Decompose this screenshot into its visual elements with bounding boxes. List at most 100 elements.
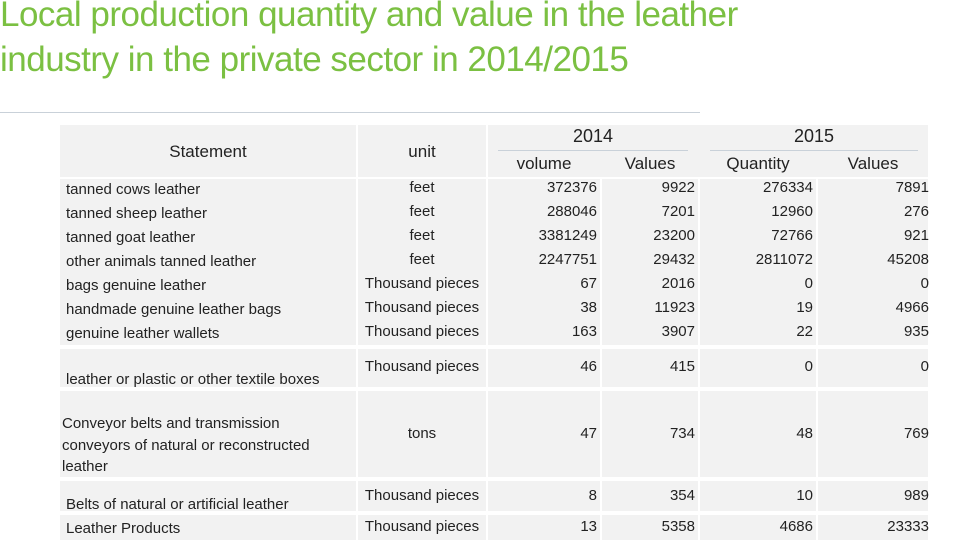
body-block-unit xyxy=(358,179,486,345)
row-shade xyxy=(700,349,816,387)
header-cell-unit xyxy=(358,125,486,177)
header-year-2015: 2015 xyxy=(793,126,835,146)
page-title: Local production quantity and value in t… xyxy=(0,0,738,79)
row-values-2014: 2016 xyxy=(661,275,695,292)
row-unit: Thousand pieces xyxy=(364,358,480,375)
row-values-2015: 7891 xyxy=(895,179,929,196)
row-shade xyxy=(818,515,928,540)
row-values-2014: 734 xyxy=(669,425,695,442)
row-volume-2014: 3381249 xyxy=(538,227,597,244)
row-quantity-2015: 10 xyxy=(796,487,813,504)
row-statement: tanned cows leather xyxy=(66,181,201,198)
header-quantity-2015: Quantity xyxy=(726,154,790,173)
row-volume-2014: 8 xyxy=(588,487,597,504)
row-values-2015: 23333 xyxy=(887,518,929,535)
row-statement: Leather Products xyxy=(66,520,181,537)
row-volume-2014: 372376 xyxy=(546,179,597,196)
row-shade xyxy=(602,391,698,477)
row-shade xyxy=(358,481,486,511)
row-quantity-2015: 48 xyxy=(796,425,813,442)
row-quantity-2015: 0 xyxy=(804,358,813,375)
row-volume-2014: 13 xyxy=(580,518,597,535)
row-shade xyxy=(700,515,816,540)
row-unit: feet xyxy=(409,227,435,244)
row-values-2014: 23200 xyxy=(653,227,695,244)
body-block-statement xyxy=(60,179,356,345)
header-volume-2014: volume xyxy=(516,154,572,173)
row-shade xyxy=(818,391,928,477)
row-statement: Conveyor belts and transmission conveyor… xyxy=(62,415,310,475)
row-unit: Thousand pieces xyxy=(364,323,480,340)
header-year-2014: 2014 xyxy=(572,126,614,146)
row-shade xyxy=(60,391,356,477)
row-shade xyxy=(60,349,356,387)
row-values-2015: 276 xyxy=(903,203,929,220)
row-volume-2014: 2247751 xyxy=(538,251,597,268)
title-divider xyxy=(0,112,700,113)
row-quantity-2015: 0 xyxy=(804,275,813,292)
row-unit: feet xyxy=(409,179,435,196)
row-values-2015: 989 xyxy=(903,487,929,504)
row-statement: bags genuine leather xyxy=(66,277,207,294)
row-shade xyxy=(488,391,600,477)
row-shade xyxy=(358,391,486,477)
row-statement: tanned sheep leather xyxy=(66,205,207,222)
row-values-2015: 45208 xyxy=(887,251,929,268)
row-quantity-2015: 22 xyxy=(796,323,813,340)
row-shade xyxy=(488,349,600,387)
row-values-2014: 7201 xyxy=(661,203,695,220)
row-statement: tanned goat leather xyxy=(66,229,196,246)
header-cell-statement xyxy=(60,125,356,177)
body-block-2014-values xyxy=(602,179,698,345)
row-values-2015: 935 xyxy=(903,323,929,340)
row-values-2014: 354 xyxy=(669,487,695,504)
row-values-2014: 415 xyxy=(669,358,695,375)
row-values-2015: 921 xyxy=(903,227,929,244)
row-quantity-2015: 72766 xyxy=(771,227,813,244)
row-values-2015: 4966 xyxy=(895,299,929,316)
row-values-2014: 3907 xyxy=(661,323,695,340)
year-2015-underline xyxy=(710,150,918,151)
row-volume-2014: 288046 xyxy=(546,203,597,220)
header-statement: Statement xyxy=(169,142,247,161)
row-shade xyxy=(60,481,356,511)
row-values-2015: 0 xyxy=(920,275,929,292)
year-2014-underline xyxy=(498,150,688,151)
row-values-2014: 5358 xyxy=(661,518,695,535)
row-values-2015: 0 xyxy=(920,358,929,375)
row-values-2014: 29432 xyxy=(653,251,695,268)
row-shade xyxy=(488,515,600,540)
row-shade xyxy=(602,349,698,387)
row-volume-2014: 38 xyxy=(580,299,597,316)
row-unit: feet xyxy=(409,251,435,268)
row-shade xyxy=(818,481,928,511)
row-shade xyxy=(700,391,816,477)
row-quantity-2015: 276334 xyxy=(762,179,813,196)
row-volume-2014: 163 xyxy=(571,323,597,340)
row-shade xyxy=(602,515,698,540)
row-unit: Thousand pieces xyxy=(364,487,480,504)
header-values-2015: Values xyxy=(847,154,899,173)
row-values-2015: 769 xyxy=(903,425,929,442)
row-statement: genuine leather wallets xyxy=(66,325,220,342)
row-volume-2014: 67 xyxy=(580,275,597,292)
row-volume-2014: 47 xyxy=(580,425,597,442)
header-cell-years xyxy=(488,125,928,177)
row-shade xyxy=(602,481,698,511)
row-volume-2014: 46 xyxy=(580,358,597,375)
row-values-2014: 9922 xyxy=(661,179,695,196)
body-block-2014-volume xyxy=(488,179,600,345)
row-quantity-2015: 12960 xyxy=(771,203,813,220)
row-shade xyxy=(700,481,816,511)
row-statement: Belts of natural or artificial leather xyxy=(66,496,289,513)
row-statement: handmade genuine leather bags xyxy=(66,301,282,318)
row-shade xyxy=(358,515,486,540)
row-quantity-2015: 4686 xyxy=(779,518,813,535)
row-statement: leather or plastic or other textile boxe… xyxy=(66,371,320,388)
row-unit: tons xyxy=(407,425,437,442)
row-shade xyxy=(358,349,486,387)
body-block-2015-quantity xyxy=(700,179,816,345)
row-quantity-2015: 2811072 xyxy=(755,251,813,268)
body-block-2015-values xyxy=(818,179,928,345)
row-unit: Thousand pieces xyxy=(364,299,480,316)
